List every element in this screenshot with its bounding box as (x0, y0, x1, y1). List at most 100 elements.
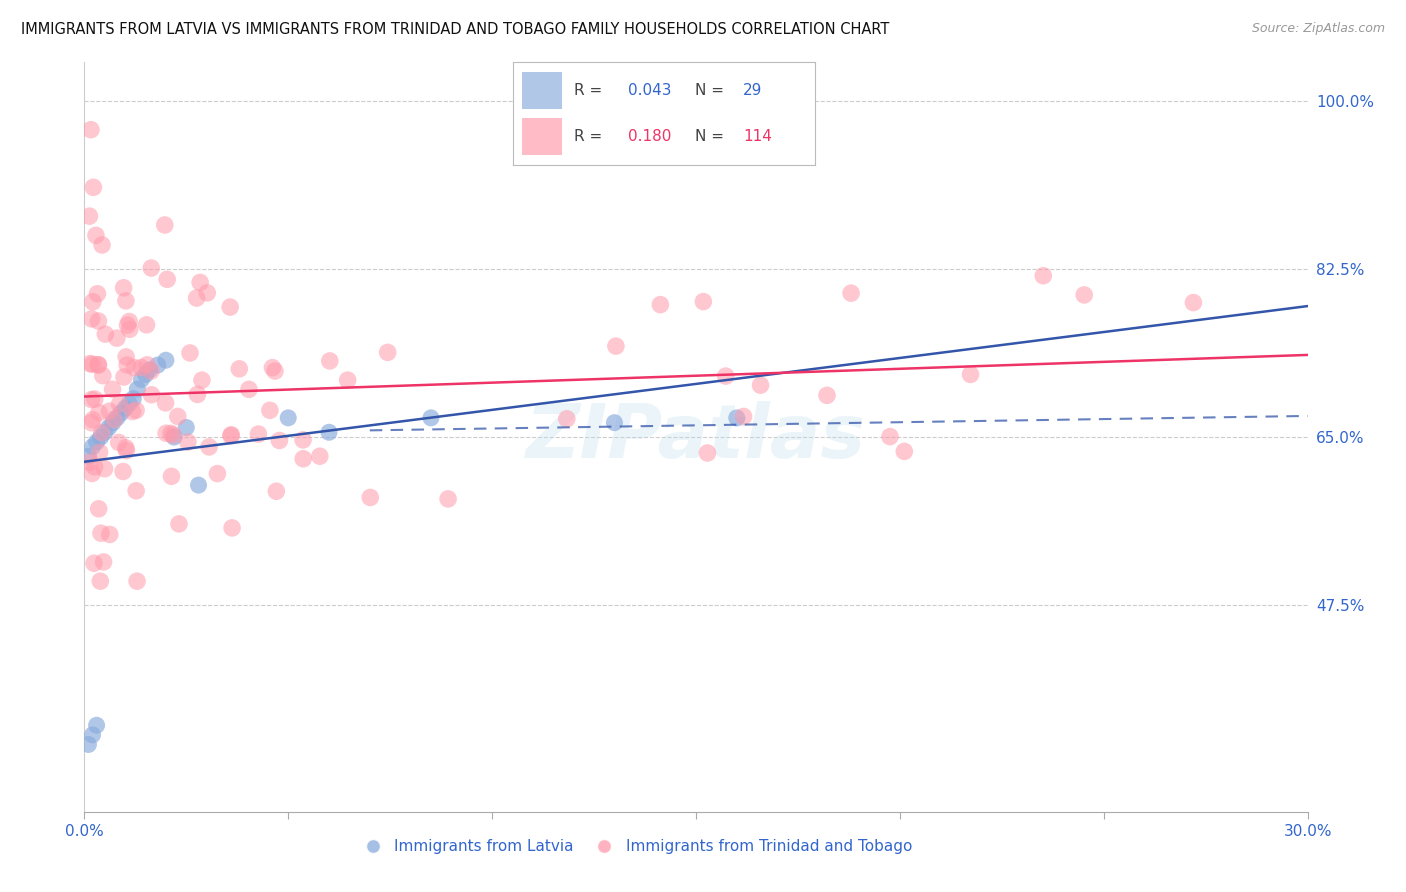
Point (247, 427, 270, 442)
Point (219, 429, 242, 443)
Point (162, 428, 184, 442)
Point (83, 392, 105, 406)
Point (80, 467, 103, 481)
Point (188, 276, 211, 290)
Point (93, 462, 115, 476)
Point (238, 382, 260, 396)
Point (198, 440, 221, 454)
Point (87, 358, 110, 372)
Point (839, 286, 862, 301)
Point (118, 322, 141, 336)
Point (98, 404, 121, 418)
Point (139, 364, 162, 378)
Point (82, 413, 104, 427)
Text: R =: R = (574, 128, 607, 144)
Point (319, 354, 342, 368)
Point (167, 516, 190, 531)
Point (186, 387, 208, 401)
Point (80, 416, 103, 430)
Point (160, 426, 183, 441)
Text: Source: ZipAtlas.com: Source: ZipAtlas.com (1251, 22, 1385, 36)
Point (155, 426, 177, 441)
Point (277, 410, 299, 425)
Text: ZIPatlas: ZIPatlas (526, 401, 866, 474)
Point (219, 300, 242, 314)
Point (605, 339, 627, 353)
Point (114, 401, 136, 416)
Point (266, 484, 288, 499)
Point (87, 358, 110, 372)
Point (89, 574, 111, 589)
Point (292, 433, 315, 447)
Point (163, 430, 186, 444)
Point (101, 382, 124, 396)
Point (122, 392, 145, 406)
Point (155, 353, 177, 368)
Point (177, 435, 200, 450)
Point (115, 358, 138, 372)
Point (292, 451, 315, 466)
Point (79, 357, 101, 371)
Point (269, 434, 291, 448)
Point (187, 478, 209, 492)
Point (114, 441, 136, 455)
Point (136, 358, 159, 372)
Point (749, 378, 772, 392)
Text: R =: R = (574, 83, 607, 97)
Point (725, 410, 748, 425)
Point (82, 294, 104, 309)
Point (79, 455, 101, 469)
Point (228, 361, 250, 376)
Legend: Immigrants from Latvia, Immigrants from Trinidad and Tobago: Immigrants from Latvia, Immigrants from … (352, 833, 918, 860)
Point (1182, 295, 1205, 310)
Point (186, 291, 208, 305)
Point (195, 285, 218, 300)
Point (815, 388, 838, 402)
Point (603, 416, 626, 430)
Point (91, 368, 114, 383)
Point (141, 260, 163, 275)
Point (879, 429, 901, 443)
Point (155, 396, 177, 410)
Point (90, 430, 112, 444)
Point (77, 738, 100, 752)
Point (1032, 268, 1054, 283)
Point (112, 281, 135, 295)
Point (259, 403, 281, 417)
Point (318, 425, 340, 440)
Point (135, 318, 157, 332)
Point (692, 294, 714, 309)
Text: N =: N = (695, 128, 728, 144)
Point (87, 314, 110, 328)
Bar (522, 71, 561, 109)
Point (82, 357, 104, 371)
Point (221, 521, 243, 535)
Point (107, 435, 129, 450)
Point (82, 440, 104, 454)
Point (207, 467, 229, 481)
Point (650, 298, 672, 312)
Point (125, 403, 148, 417)
Point (87, 501, 110, 516)
Point (129, 360, 152, 375)
Point (131, 372, 153, 386)
Point (80, 122, 103, 136)
Point (124, 360, 146, 375)
Text: 0.043: 0.043 (628, 83, 672, 97)
Text: N =: N = (695, 83, 728, 97)
Point (82, 728, 104, 742)
Point (79, 209, 101, 223)
Point (219, 427, 242, 442)
Point (125, 574, 148, 589)
Point (125, 483, 148, 498)
Point (696, 446, 718, 460)
Point (733, 409, 755, 424)
Point (191, 373, 214, 387)
Point (262, 360, 284, 375)
Point (80, 392, 103, 407)
Point (959, 368, 981, 382)
Point (336, 373, 359, 387)
Text: IMMIGRANTS FROM LATVIA VS IMMIGRANTS FROM TRINIDAD AND TOBAGO FAMILY HOUSEHOLDS : IMMIGRANTS FROM LATVIA VS IMMIGRANTS FRO… (21, 22, 890, 37)
Point (118, 396, 141, 410)
Point (112, 465, 135, 479)
